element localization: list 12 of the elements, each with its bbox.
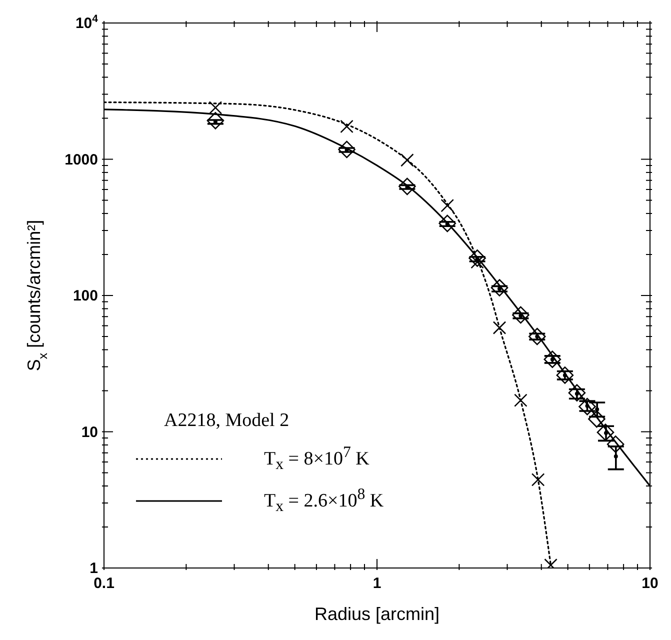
x-tick-label: 0.1 (94, 575, 114, 592)
x-axis-title: Radius [arcmin] (314, 604, 440, 624)
legend-title: A2218, Model 2 (164, 410, 290, 432)
y-tick-label: 1000 (64, 151, 98, 168)
legend-label: T$_{x}$ = 2.6×10$^{8}$ K (264, 486, 384, 516)
x-tick-label: 10 (642, 575, 658, 592)
y-tick-label: 10$^{4}$ (75, 13, 98, 32)
x-tick-label: 1 (372, 575, 382, 592)
y-tick-label: 100 (72, 288, 98, 304)
legend-label: T$_{x}$ = 8×10$^{7}$ K (264, 444, 370, 474)
y-tick-label: 1 (90, 560, 98, 577)
y-tick-label: 10 (81, 424, 98, 441)
